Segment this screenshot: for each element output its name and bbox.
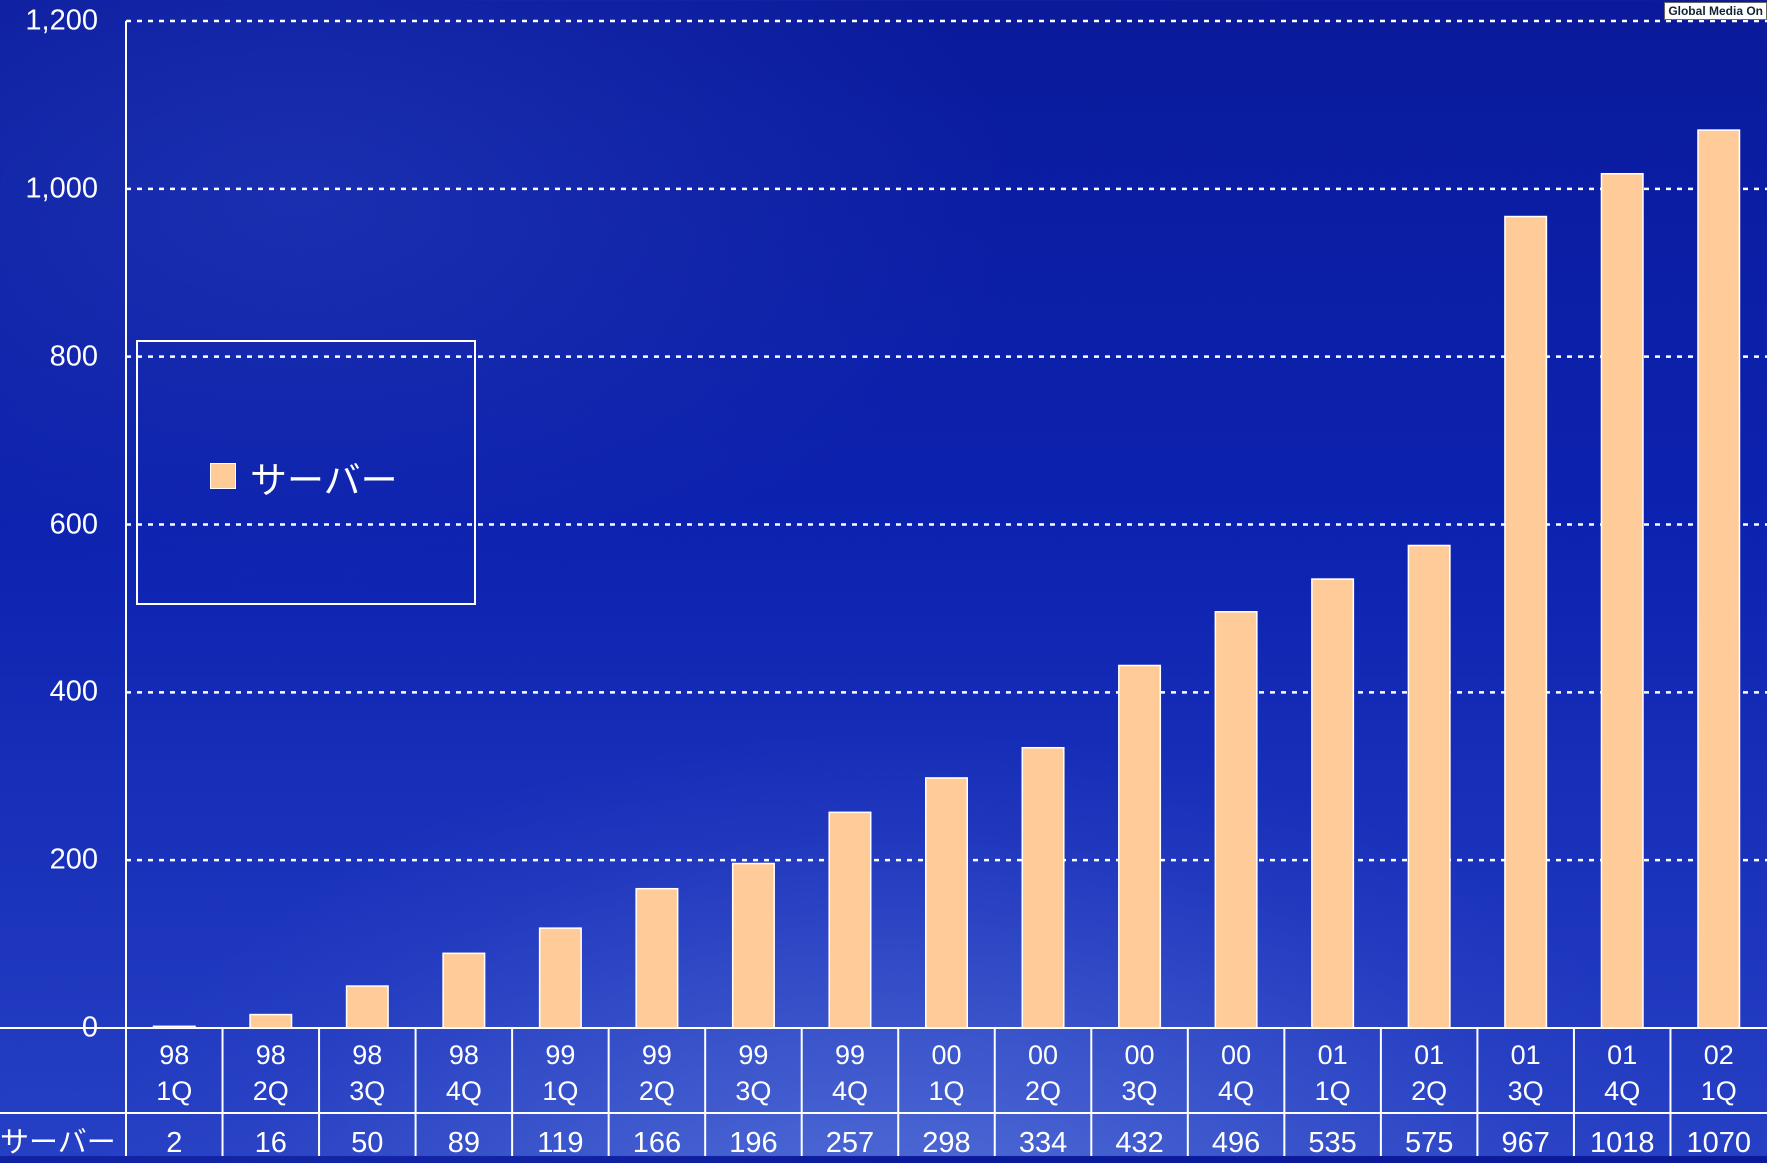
x-tick-label: 01 4Q: [1604, 1040, 1641, 1107]
bar: [1021, 746, 1065, 1029]
table-value: 166: [632, 1127, 682, 1159]
table-value: 535: [1308, 1127, 1357, 1159]
x-tick-label: 00 3Q: [1121, 1040, 1158, 1107]
table-value: 257: [825, 1127, 875, 1159]
y-tick-label: 0: [81, 1011, 98, 1044]
table-value: 2: [166, 1127, 183, 1159]
bar: [1407, 544, 1451, 1029]
x-tick-label: 00 4Q: [1218, 1040, 1255, 1107]
bar: [1311, 578, 1355, 1029]
x-tick-label: 98 4Q: [445, 1040, 482, 1107]
y-tick-label: 400: [49, 675, 98, 708]
table-value: 575: [1404, 1127, 1454, 1159]
bar: [1697, 129, 1741, 1029]
table-value: 50: [351, 1127, 384, 1159]
bar: [1504, 215, 1548, 1029]
watermark: Global Media On: [1664, 2, 1767, 20]
bar: [345, 985, 389, 1029]
bar: [442, 952, 486, 1029]
legend-swatch: [210, 463, 236, 489]
x-tick-label: 99 3Q: [735, 1040, 772, 1107]
bar: [152, 1025, 196, 1029]
x-tick-label: 00 2Q: [1024, 1040, 1062, 1107]
x-tick-label: 98 3Q: [349, 1040, 386, 1107]
bar: [635, 887, 679, 1029]
y-tick-label: 1,200: [25, 4, 98, 37]
x-tick-label: 99 4Q: [831, 1040, 868, 1107]
table-value: 1070: [1686, 1127, 1751, 1159]
table-value: 1018: [1589, 1127, 1655, 1159]
y-tick-label: 800: [49, 340, 98, 373]
x-tick-label: 00 1Q: [928, 1040, 965, 1107]
x-tick-label: 01 3Q: [1507, 1040, 1544, 1107]
x-tick-label: 01 1Q: [1314, 1040, 1351, 1107]
table-value: 196: [729, 1127, 778, 1159]
x-tick-label: 98 1Q: [156, 1040, 193, 1107]
y-tick-label: 1,000: [25, 172, 98, 205]
y-tick-label: 200: [49, 843, 98, 876]
bar: [249, 1013, 293, 1029]
table-value: 89: [447, 1127, 480, 1159]
bar: [1214, 611, 1258, 1029]
x-tick-label: 02 1Q: [1700, 1040, 1737, 1107]
bar: [828, 811, 872, 1029]
legend-label: サーバー: [250, 460, 398, 501]
bar: [731, 862, 775, 1029]
table-value: 496: [1211, 1127, 1261, 1159]
table-value: 119: [537, 1127, 584, 1159]
legend: サーバー: [136, 340, 476, 605]
bar: [1600, 172, 1644, 1029]
bar: [1118, 664, 1162, 1029]
x-tick-label: 98 2Q: [252, 1040, 289, 1107]
x-tick-label: 99 2Q: [638, 1040, 675, 1107]
table-value: 432: [1115, 1127, 1164, 1159]
x-tick-label: 99 1Q: [542, 1040, 579, 1107]
table-value: 967: [1501, 1127, 1550, 1159]
table-value: 16: [254, 1127, 287, 1159]
bar: [924, 777, 969, 1029]
table-value: 298: [922, 1127, 971, 1159]
bar: [538, 927, 582, 1029]
x-tick-label: 01 2Q: [1411, 1040, 1448, 1107]
series-row-label: サーバー: [0, 1127, 116, 1159]
y-tick-label: 600: [49, 508, 98, 540]
table-value: 334: [1018, 1127, 1068, 1159]
